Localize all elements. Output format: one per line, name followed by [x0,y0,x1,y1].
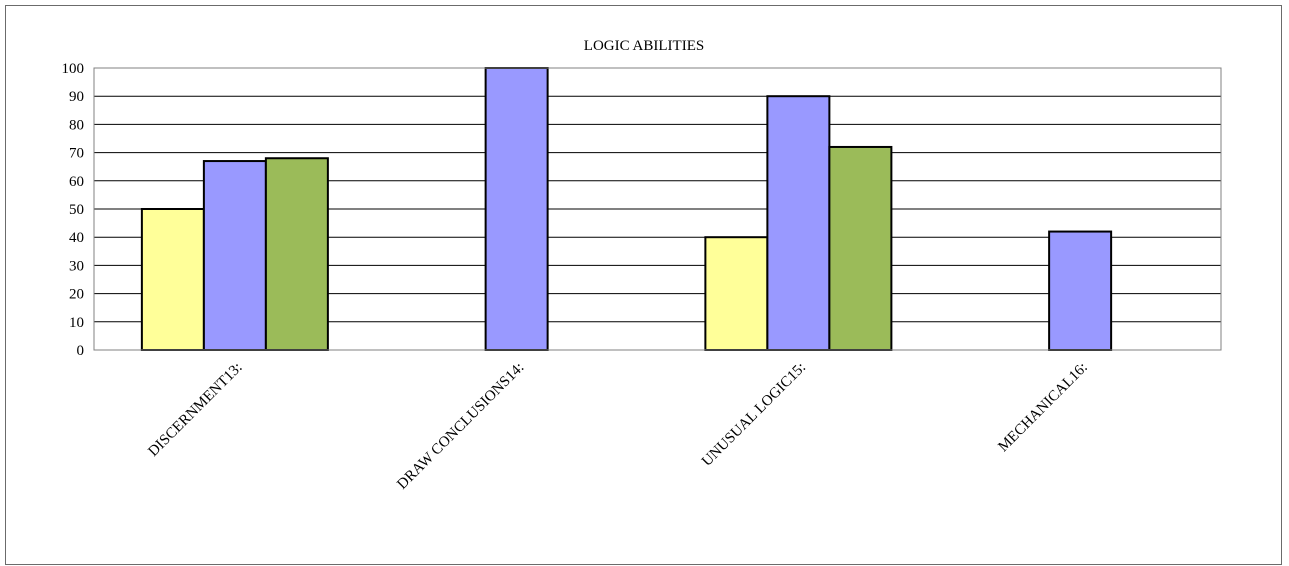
y-tick-label: 80 [69,117,84,133]
y-tick-label: 50 [69,202,84,218]
x-tick-label: UNUSUAL LOGIC15: [699,360,809,470]
chart-frame: LOGIC ABILITIES 0 10 20 30 40 50 60 70 80 90 100 D… [5,5,1282,565]
y-tick-label: 20 [69,287,84,303]
bar [1048,230,1113,351]
y-tick-label: 30 [69,258,84,274]
y-tick-label: 100 [62,61,85,77]
bar [484,67,549,351]
y-tick-label: 70 [69,146,84,162]
chart-title: LOGIC ABILITIES [584,38,704,54]
x-tick-label: MECHANICAL16: [995,360,1091,456]
x-tick-label: DRAW CONCLUSIONS14: [394,360,527,493]
y-tick-label: 10 [69,315,84,331]
bar [704,236,769,351]
y-tick-label: 60 [69,174,84,190]
bar [264,157,329,351]
y-tick-label: 0 [77,343,85,359]
x-axis-tick-labels: DISCERNMENT13: DRAW CONCLUSIONS14: UNUSUAL… [145,360,1091,493]
y-tick-label: 40 [69,230,84,246]
bars [140,67,1113,351]
bar-chart: LOGIC ABILITIES 0 10 20 30 40 50 60 70 80 90 100 D… [62,38,1222,493]
bar [202,160,267,351]
bar [766,95,831,351]
bar [140,208,205,351]
plot-border [93,67,1222,351]
x-tick-label: DISCERNMENT13: [145,360,245,460]
y-axis-tick-labels: 0 10 20 30 40 50 60 70 80 90 100 [62,61,85,359]
y-tick-label: 90 [69,89,84,105]
bar [828,145,893,351]
